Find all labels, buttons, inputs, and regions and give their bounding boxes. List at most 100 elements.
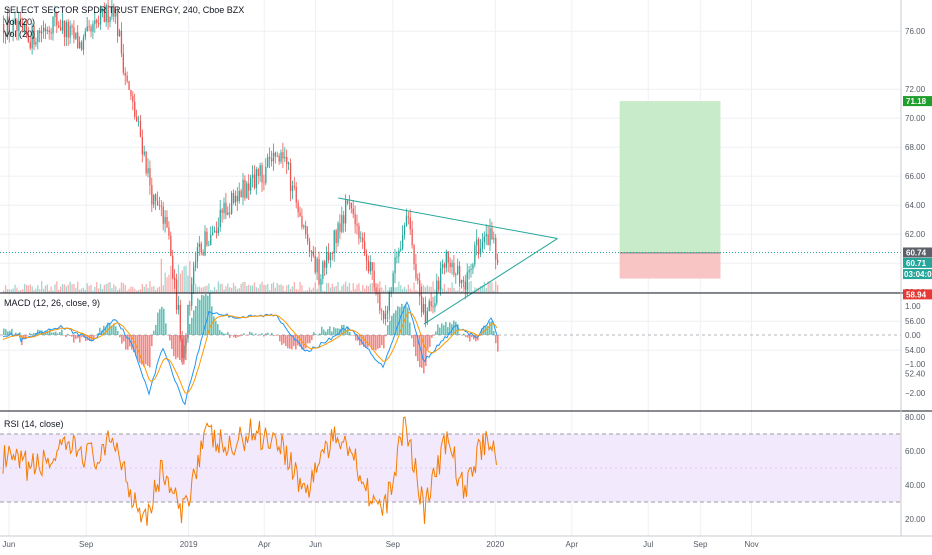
macd-histogram-bar-39 <box>81 335 83 338</box>
volume-bar-160 <box>307 290 309 293</box>
volume-bar-216 <box>413 282 415 293</box>
rsi-axis[interactable]: 80.00 60.00 40.00 20.00 <box>905 413 926 524</box>
candle-body-50 <box>98 23 100 25</box>
triangle-pattern[interactable] <box>338 197 558 325</box>
volume-bar-64 <box>124 284 126 293</box>
candle-body-131 <box>251 174 254 178</box>
candle-body-159 <box>305 225 307 235</box>
candle-body-230 <box>440 268 442 290</box>
candle-body-221 <box>422 303 425 313</box>
candle-body-117 <box>225 202 227 215</box>
target-zone[interactable] <box>619 101 721 253</box>
volume-bar-53 <box>103 284 105 293</box>
volume-bar-96 <box>185 265 187 293</box>
volume-bar-14 <box>29 284 31 293</box>
macd-histogram-bar-84 <box>171 335 173 349</box>
stop-zone[interactable] <box>619 252 721 279</box>
time-axis[interactable]: Jun Sep 2019 Apr Jun Sep 2020 Apr Jul Sep Nov <box>2 540 758 549</box>
candle-body-68 <box>132 95 134 102</box>
volume-bar-5 <box>12 288 14 293</box>
candle-body-78 <box>151 185 153 205</box>
macd-histogram-bar-240 <box>483 325 485 335</box>
macd-histogram-bar-195 <box>393 313 395 335</box>
candle-body-129 <box>248 183 250 191</box>
macd-histogram-bar-132 <box>267 332 269 335</box>
volume-bar-46 <box>90 284 92 293</box>
macd-histogram-bar-81 <box>165 323 167 335</box>
volume-bar-32 <box>63 284 66 293</box>
chart-title[interactable]: SELECT SECTOR SPDR TRUST ENERGY, 240, Cb… <box>4 5 244 15</box>
candle-body-233 <box>445 251 447 268</box>
candle-body-148 <box>284 157 286 159</box>
volume-bar-185 <box>354 288 356 293</box>
candle-body-213 <box>407 216 409 218</box>
candle-body-207 <box>396 256 398 258</box>
volume-bar-21 <box>42 288 45 293</box>
candle-body-214 <box>409 217 411 230</box>
candle-body-3 <box>8 16 10 33</box>
macd-histogram-bar-214 <box>431 335 433 338</box>
volume-bar-86 <box>166 277 168 293</box>
macd-histogram-bar-160 <box>323 329 325 335</box>
triangle-lower-line <box>423 238 558 325</box>
macd-line <box>2 301 498 406</box>
candle-body-136 <box>261 165 263 183</box>
volume-bar-215 <box>411 290 413 293</box>
volume-label-2[interactable]: Vol (20) <box>4 29 35 39</box>
candle-body-13 <box>27 34 29 42</box>
candle-body-153 <box>293 185 295 187</box>
volume-bar-94 <box>181 270 183 293</box>
candle-body-19 <box>39 30 41 34</box>
macd-histogram-bar-45 <box>93 335 95 340</box>
volume-bar-174 <box>333 286 335 293</box>
candle-body-123 <box>236 195 238 202</box>
macd-histogram-bar-205 <box>413 335 415 347</box>
volume-bar-52 <box>101 288 104 293</box>
candle-body-2 <box>6 16 9 37</box>
macd-histogram-bar-246 <box>495 335 497 344</box>
macd-histogram-bar-212 <box>427 335 429 350</box>
candle-body-208 <box>398 250 400 257</box>
candle-body-22 <box>44 27 47 32</box>
volume-bar-212 <box>405 289 408 293</box>
volume-bar-82 <box>158 286 161 293</box>
macd-label[interactable]: MACD (12, 26, close, 9) <box>4 298 100 308</box>
macd-histogram-bar-161 <box>325 331 327 335</box>
rsi-label[interactable]: RSI (14, close) <box>4 419 64 429</box>
volume-bar-98 <box>189 261 191 293</box>
candle-body-247 <box>472 264 474 269</box>
volume-label-1[interactable]: Vol (20) <box>4 17 35 27</box>
macd-axis[interactable]: 1.00 0.00 −1.00 −2.00 <box>905 302 926 398</box>
candle-body-93 <box>179 304 181 339</box>
macd-histogram-bar-227 <box>457 324 459 335</box>
candle-body-144 <box>276 155 278 157</box>
candle-body-203 <box>388 291 390 311</box>
volume-bar-105 <box>202 287 204 293</box>
volume-bar-35 <box>69 281 71 293</box>
volume-bar-157 <box>301 285 303 293</box>
volume-bar-45 <box>88 285 90 293</box>
volume-bar-170 <box>326 282 328 293</box>
volume-bar-131 <box>251 285 254 293</box>
candle-body-4 <box>10 31 12 33</box>
macd-histogram-bar-114 <box>231 335 233 336</box>
macd-histogram-bar-119 <box>241 335 243 336</box>
macd-histogram-bar-215 <box>433 335 435 336</box>
macd-histogram-bar-108 <box>219 330 221 335</box>
volume-bar-51 <box>99 284 102 293</box>
candle-body-193 <box>369 262 371 272</box>
time-axis-label-6: 2020 <box>486 540 504 549</box>
macd-histogram-bar-3 <box>9 330 11 335</box>
macd-histogram-bar-24 <box>51 332 53 335</box>
volume-bar-13 <box>27 285 29 293</box>
macd-histogram-bar-124 <box>251 332 253 335</box>
macd-histogram-bar-158 <box>319 333 321 335</box>
rsi-axis-label-0: 80.00 <box>905 413 926 422</box>
candle-body-246 <box>470 268 472 270</box>
macd-histogram-bar-176 <box>355 335 357 341</box>
candle-body-182 <box>348 202 351 204</box>
volume-bar-121 <box>232 282 235 293</box>
candle-body-54 <box>105 5 107 22</box>
volume-bar-31 <box>61 284 64 293</box>
candle-body-172 <box>329 253 332 261</box>
